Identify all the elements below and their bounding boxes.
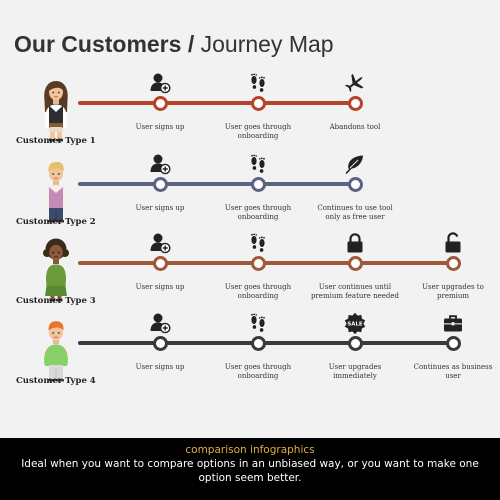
journey-map: Our Customers / Journey Map Customer Typ… (0, 30, 500, 412)
journey-step-node (152, 255, 168, 271)
svg-text:SALE: SALE (347, 321, 362, 327)
journey-step-node (347, 176, 363, 192)
journey-row-1: Customer Type 1 User signs up User goes th… (0, 72, 500, 172)
journey-track-line (78, 182, 355, 186)
journey-step-node (347, 335, 363, 351)
user-add-icon (149, 153, 171, 175)
journey-step-node (250, 255, 266, 271)
journey-step-node (250, 176, 266, 192)
journey-row-3: Customer Type 3 User signs up User goes th… (0, 232, 500, 332)
title-light: Journey Map (200, 31, 334, 57)
journey-row-4: Customer Type 4 User signs up User goes th… (0, 312, 500, 412)
title-separator: / (187, 31, 195, 57)
footer-text: Ideal when you want to compare options i… (21, 458, 479, 484)
journey-track-line (78, 101, 355, 105)
journey-step-label: User upgrades immediately (328, 363, 382, 380)
sale-badge-icon: SALE (344, 312, 366, 335)
journey-track-line (78, 341, 453, 345)
footer-title: comparison infographics (185, 444, 315, 456)
man-orange-hair-avatar (36, 318, 76, 382)
user-add-icon (149, 72, 171, 94)
journey-step-node (347, 95, 363, 111)
journey-step-label: User goes through onboarding (224, 363, 292, 380)
journey-step-label: User goes through onboarding (224, 123, 292, 140)
journey-step-node (152, 176, 168, 192)
customer-type-label: Customer Type 4 (16, 376, 96, 386)
journey-step-label: User signs up (135, 123, 185, 131)
lock-closed-icon (344, 232, 366, 254)
customer-type-label: Customer Type 1 (16, 136, 96, 146)
journey-step-node (347, 255, 363, 271)
journey-step-node (152, 95, 168, 111)
journey-step-node (250, 95, 266, 111)
journey-step-label: User goes through onboarding (224, 283, 292, 300)
journey-step-label: Continues to use tool only as free user (317, 204, 393, 221)
user-add-icon (149, 232, 171, 254)
journey-step-node (445, 335, 461, 351)
title-bold: Our Customers (14, 31, 182, 57)
footsteps-icon (247, 72, 269, 94)
leaf-icon (344, 153, 366, 175)
customer-type-label: Customer Type 2 (16, 217, 96, 227)
airplane-icon (344, 72, 366, 94)
journey-step-label: User goes through onboarding (224, 204, 292, 221)
customer-type-label: Customer Type 3 (16, 296, 96, 306)
user-add-icon (149, 312, 171, 334)
journey-step-label: Continues as business user (413, 363, 493, 380)
journey-track-line (78, 261, 453, 265)
briefcase-icon (442, 312, 464, 334)
footsteps-icon (247, 153, 269, 175)
journey-step-label: User signs up (135, 363, 185, 371)
journey-row-2: Customer Type 2 User signs up User goes th… (0, 153, 500, 253)
journey-step-label: User upgrades to premium (422, 283, 484, 300)
page-title: Our Customers / Journey Map (14, 30, 334, 58)
footer-banner: comparison infographics Ideal when you w… (0, 438, 500, 500)
journey-step-label: Abandons tool (329, 123, 381, 131)
lock-open-icon (442, 232, 464, 254)
journey-step-node (445, 255, 461, 271)
journey-step-node (250, 335, 266, 351)
man-blond-hair-avatar (36, 159, 76, 223)
footsteps-icon (247, 232, 269, 254)
footsteps-icon (247, 312, 269, 334)
journey-step-node (152, 335, 168, 351)
woman-brown-hair-avatar (36, 78, 76, 142)
woman-curly-hair-avatar (36, 238, 76, 302)
journey-step-label: User continues until premium feature nee… (310, 283, 400, 300)
journey-step-label: User signs up (135, 204, 185, 212)
journey-step-label: User signs up (135, 283, 185, 291)
